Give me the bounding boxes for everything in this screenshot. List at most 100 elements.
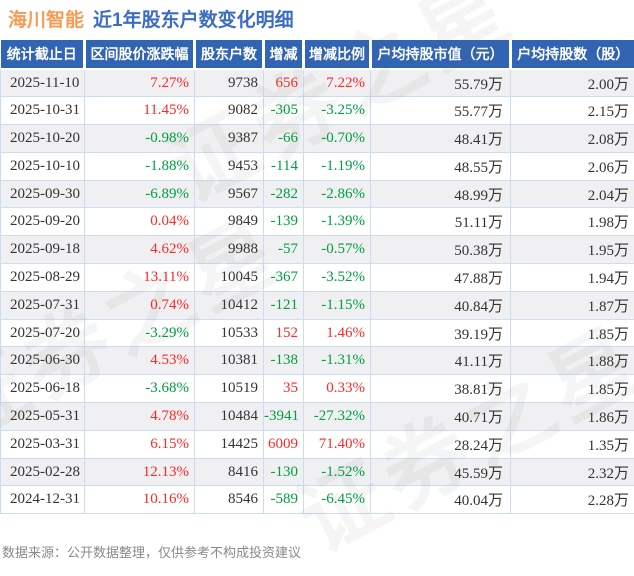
cell-change: -282 bbox=[264, 180, 304, 208]
cell-change-pct: -1.31% bbox=[304, 347, 371, 375]
cell-change-pct: 1.46% bbox=[304, 319, 371, 347]
column-header-change: 增减 bbox=[264, 40, 304, 69]
cell-holders: 10412 bbox=[195, 291, 264, 319]
column-header-holders: 股东户数 bbox=[195, 40, 264, 69]
cell-change: -139 bbox=[264, 208, 304, 236]
cell-date: 2025-10-20 bbox=[1, 125, 85, 153]
column-header-avg-market-value: 户均持股市值（元） bbox=[371, 40, 511, 69]
cell-avg-shares: 2.15万 bbox=[511, 97, 634, 125]
cell-change-pct: -0.70% bbox=[304, 125, 371, 153]
cell-holders: 9453 bbox=[195, 152, 264, 180]
cell-change-pct: 0.33% bbox=[304, 375, 371, 403]
cell-date: 2025-07-20 bbox=[1, 319, 85, 347]
cell-avg-market-value: 45.59万 bbox=[371, 458, 511, 486]
column-header-date: 统计截止日 bbox=[1, 40, 85, 69]
cell-holders: 9738 bbox=[195, 69, 264, 97]
cell-price-change: -0.98% bbox=[85, 125, 195, 153]
cell-avg-market-value: 48.55万 bbox=[371, 152, 511, 180]
cell-price-change: -3.68% bbox=[85, 375, 195, 403]
cell-avg-market-value: 55.79万 bbox=[371, 69, 511, 97]
cell-date: 2025-02-28 bbox=[1, 458, 85, 486]
cell-price-change: 10.16% bbox=[85, 486, 195, 514]
cell-change-pct: -1.19% bbox=[304, 152, 371, 180]
cell-date: 2025-09-18 bbox=[1, 236, 85, 264]
cell-holders: 10533 bbox=[195, 319, 264, 347]
cell-price-change: -6.89% bbox=[85, 180, 195, 208]
cell-avg-market-value: 50.38万 bbox=[371, 236, 511, 264]
cell-date: 2025-08-29 bbox=[1, 264, 85, 292]
cell-date: 2025-09-20 bbox=[1, 208, 85, 236]
cell-avg-shares: 2.32万 bbox=[511, 458, 634, 486]
cell-date: 2024-12-31 bbox=[1, 486, 85, 514]
cell-avg-shares: 1.35万 bbox=[511, 430, 634, 458]
data-source-note: 数据来源：公开数据整理，仅供参考不构成投资建议 bbox=[2, 542, 301, 561]
cell-avg-market-value: 40.71万 bbox=[371, 403, 511, 431]
cell-holders: 14425 bbox=[195, 430, 264, 458]
cell-price-change: 4.53% bbox=[85, 347, 195, 375]
cell-price-change: -3.29% bbox=[85, 319, 195, 347]
column-header-price-change: 区间股价涨跌幅 bbox=[85, 40, 195, 69]
cell-change: 656 bbox=[264, 69, 304, 97]
cell-holders: 9988 bbox=[195, 236, 264, 264]
cell-price-change: 7.27% bbox=[85, 69, 195, 97]
cell-change-pct: -0.57% bbox=[304, 236, 371, 264]
cell-change-pct: -27.32% bbox=[304, 403, 371, 431]
cell-change: -367 bbox=[264, 264, 304, 292]
cell-avg-shares: 2.04万 bbox=[511, 180, 634, 208]
cell-change: -589 bbox=[264, 486, 304, 514]
cell-holders: 10045 bbox=[195, 264, 264, 292]
cell-avg-shares: 1.86万 bbox=[511, 403, 634, 431]
cell-change: -305 bbox=[264, 97, 304, 125]
cell-avg-market-value: 38.81万 bbox=[371, 375, 511, 403]
cell-avg-shares: 2.08万 bbox=[511, 125, 634, 153]
cell-change: -138 bbox=[264, 347, 304, 375]
cell-holders: 9082 bbox=[195, 97, 264, 125]
cell-change-pct: -1.39% bbox=[304, 208, 371, 236]
page-title: 海川智能近1年股东户数变化明细 bbox=[8, 5, 294, 32]
cell-avg-shares: 1.88万 bbox=[511, 347, 634, 375]
cell-change-pct: -3.25% bbox=[304, 97, 371, 125]
cell-change-pct: 71.40% bbox=[304, 430, 371, 458]
cell-change: -114 bbox=[264, 152, 304, 180]
cell-change: -66 bbox=[264, 125, 304, 153]
cell-date: 2025-03-31 bbox=[1, 430, 85, 458]
cell-date: 2025-05-31 bbox=[1, 403, 85, 431]
cell-avg-market-value: 41.11万 bbox=[371, 347, 511, 375]
cell-avg-shares: 1.87万 bbox=[511, 291, 634, 319]
cell-holders: 8546 bbox=[195, 486, 264, 514]
cell-price-change: 0.04% bbox=[85, 208, 195, 236]
page-subtitle: 近1年股东户数变化明细 bbox=[93, 10, 294, 31]
cell-change: -3941 bbox=[264, 403, 304, 431]
cell-holders: 9849 bbox=[195, 208, 264, 236]
cell-holders: 9567 bbox=[195, 180, 264, 208]
cell-price-change: 4.62% bbox=[85, 236, 195, 264]
cell-change: 6009 bbox=[264, 430, 304, 458]
cell-avg-shares: 2.06万 bbox=[511, 152, 634, 180]
cell-change: -57 bbox=[264, 236, 304, 264]
cell-change-pct: -1.15% bbox=[304, 291, 371, 319]
cell-date: 2025-10-10 bbox=[1, 152, 85, 180]
cell-price-change: 6.15% bbox=[85, 430, 195, 458]
cell-holders: 10519 bbox=[195, 375, 264, 403]
cell-date: 2025-06-30 bbox=[1, 347, 85, 375]
cell-avg-shares: 1.94万 bbox=[511, 264, 634, 292]
company-name: 海川智能 bbox=[8, 10, 84, 31]
cell-change-pct: -2.86% bbox=[304, 180, 371, 208]
cell-change: -121 bbox=[264, 291, 304, 319]
